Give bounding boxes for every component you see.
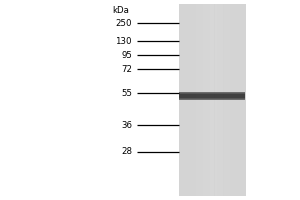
Bar <box>194 4 196 196</box>
Bar <box>219 4 221 196</box>
Bar <box>183 4 185 196</box>
Bar <box>206 4 208 196</box>
Bar <box>179 92 244 93</box>
Bar <box>190 4 192 196</box>
Bar <box>228 4 230 196</box>
Text: 36: 36 <box>121 120 132 130</box>
Bar <box>244 4 246 196</box>
Bar <box>210 4 212 196</box>
Text: 250: 250 <box>116 19 132 27</box>
Text: 95: 95 <box>121 50 132 60</box>
Bar <box>179 98 244 99</box>
Bar <box>188 4 190 196</box>
Text: 130: 130 <box>116 36 132 46</box>
Bar <box>185 4 188 196</box>
Bar <box>179 92 244 100</box>
Text: kDa: kDa <box>112 6 129 15</box>
Bar <box>226 4 228 196</box>
Bar <box>178 4 181 196</box>
Bar <box>235 4 237 196</box>
Bar <box>196 4 199 196</box>
Bar <box>214 4 217 196</box>
Bar <box>230 4 232 196</box>
Bar <box>201 4 203 196</box>
Bar <box>199 4 201 196</box>
Bar <box>178 4 246 196</box>
Bar <box>242 4 244 196</box>
Bar <box>179 93 244 94</box>
Text: 28: 28 <box>121 148 132 156</box>
Bar <box>181 4 183 196</box>
Bar <box>179 99 244 100</box>
Text: 55: 55 <box>121 88 132 98</box>
Bar <box>239 4 242 196</box>
Bar <box>212 4 214 196</box>
Bar <box>224 4 226 196</box>
Bar <box>192 4 194 196</box>
Text: 72: 72 <box>121 64 132 73</box>
Bar <box>203 4 206 196</box>
Bar <box>208 4 210 196</box>
Bar <box>221 4 224 196</box>
Bar <box>232 4 235 196</box>
Bar <box>237 4 239 196</box>
Bar <box>217 4 219 196</box>
